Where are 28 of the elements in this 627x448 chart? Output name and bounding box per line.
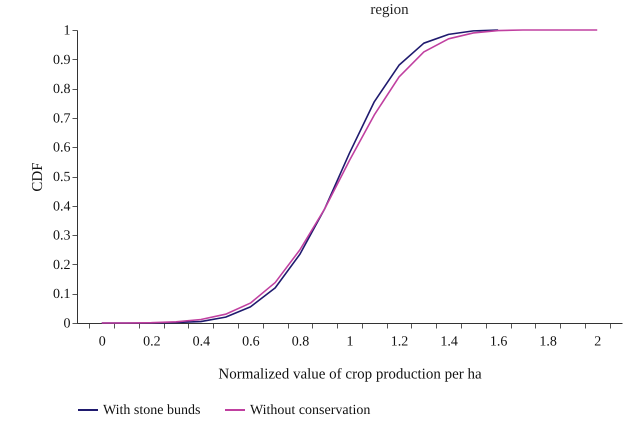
y-tick-label: 0.6 [53, 140, 70, 156]
line-series [100, 29, 598, 324]
y-tick-label: 0.3 [53, 228, 70, 244]
legend-label: Without conservation [250, 403, 370, 418]
x-tick-label: 1.8 [539, 334, 557, 350]
y-tick-label: 0.7 [53, 111, 70, 126]
x-tick-label: 1.2 [390, 334, 408, 350]
y-tick-label: 0.2 [53, 258, 70, 273]
y-axis-title: CDF [30, 162, 46, 192]
x-tick-label: 0 [98, 334, 106, 350]
y-tick-label: 0.1 [53, 287, 70, 302]
legend-label: With stone bunds [103, 403, 200, 418]
x-axis-title: Normalized value of crop production per ha [218, 366, 482, 382]
chart-title: region [370, 2, 410, 18]
x-tick-label: 1 [346, 334, 354, 350]
x-tick-label: 0.2 [143, 334, 161, 350]
y-tick-label: 0.8 [53, 82, 70, 98]
x-tick-label: 0.8 [292, 334, 310, 350]
x-tick-label: 0.6 [242, 334, 260, 350]
y-tick-label: 0.5 [53, 170, 70, 185]
y-tick-label: 0.9 [53, 52, 70, 68]
x-tick-label: 0.4 [192, 334, 210, 350]
x-tick-label: 1.6 [490, 334, 508, 350]
x-tick-label: 1.4 [440, 334, 458, 350]
y-tick-label: 0.4 [53, 199, 70, 214]
x-tick-label: 2 [594, 334, 602, 350]
y-tick-label: 1 [64, 24, 70, 38]
y-tick-label: 0 [64, 316, 70, 332]
